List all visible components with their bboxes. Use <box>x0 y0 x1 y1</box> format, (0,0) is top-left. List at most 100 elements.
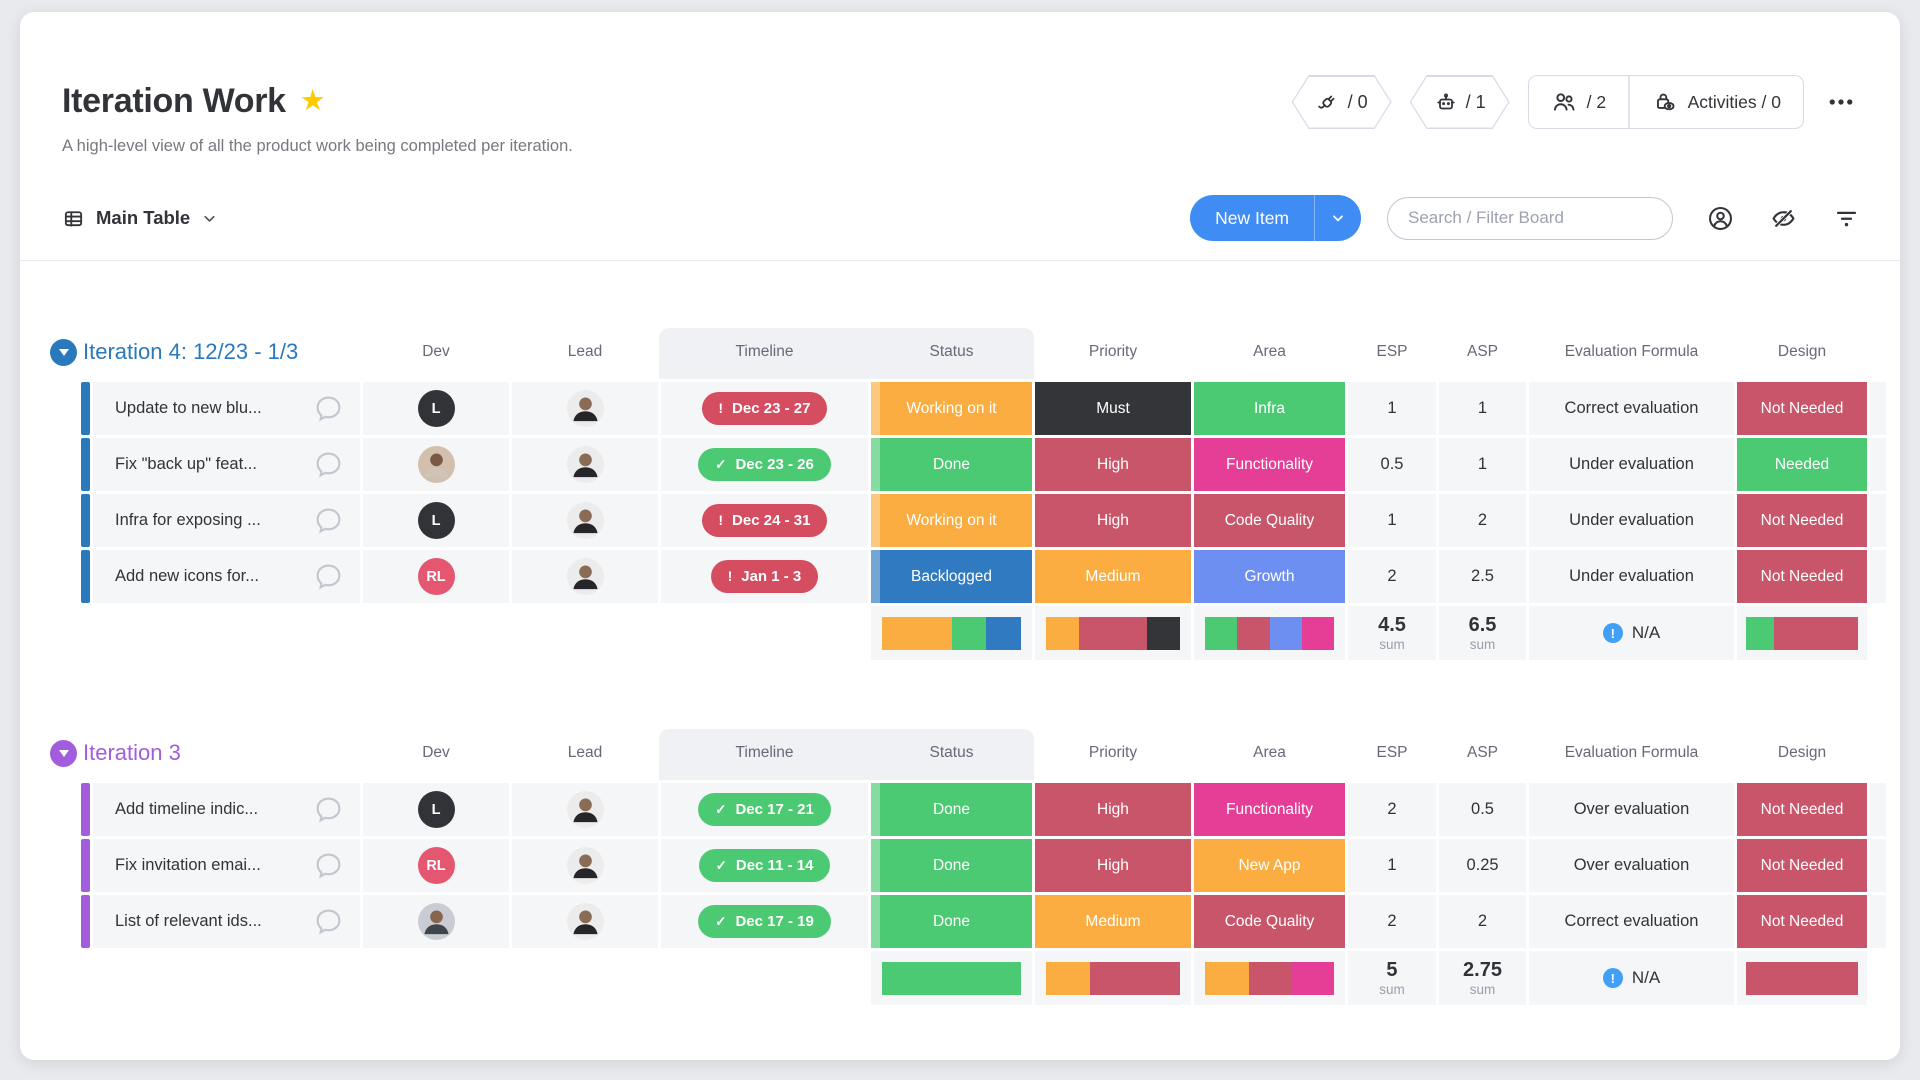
esp-cell[interactable]: 0.5 <box>1348 438 1436 491</box>
priority-cell[interactable]: Medium <box>1035 550 1191 603</box>
asp-cell[interactable]: 2.5 <box>1439 550 1526 603</box>
timeline-cell[interactable]: ✓ Dec 23 - 26 <box>661 438 868 491</box>
person-filter-icon[interactable] <box>1707 205 1734 232</box>
lead-avatar[interactable] <box>566 903 604 940</box>
column-header-design[interactable]: Design <box>1777 744 1827 761</box>
dev-avatar[interactable]: RL <box>417 847 455 884</box>
timeline-pill[interactable]: ✓ Dec 11 - 14 <box>698 849 831 882</box>
timeline-cell[interactable]: ✓ Dec 11 - 14 <box>661 839 868 892</box>
item-name-cell[interactable]: Add new icons for... <box>93 550 360 603</box>
dev-avatar[interactable]: L <box>417 502 455 539</box>
asp-cell[interactable]: 2 <box>1439 494 1526 547</box>
design-cell[interactable]: Not Needed <box>1737 494 1867 547</box>
board-menu-button[interactable] <box>1822 83 1860 121</box>
column-header-asp[interactable]: ASP <box>1466 343 1498 360</box>
lead-avatar[interactable] <box>566 502 604 539</box>
info-icon[interactable]: ! <box>1602 623 1623 643</box>
dev-avatar[interactable] <box>417 446 455 483</box>
lead-avatar[interactable] <box>566 390 604 427</box>
info-icon[interactable]: ! <box>1602 968 1623 988</box>
priority-bar-distribution[interactable] <box>1045 961 1181 995</box>
priority-cell[interactable]: High <box>1035 783 1191 836</box>
status-cell[interactable]: Done <box>871 839 1032 892</box>
column-header-area[interactable]: Area <box>1253 744 1286 761</box>
priority-cell[interactable]: High <box>1035 839 1191 892</box>
lead-cell[interactable] <box>512 839 658 892</box>
item-name-cell[interactable]: List of relevant ids... <box>93 895 360 948</box>
design-distribution[interactable] <box>1746 616 1858 650</box>
item-name-cell[interactable]: Fix invitation emai... <box>93 839 360 892</box>
area-cell[interactable]: New App <box>1194 839 1345 892</box>
group-collapse-button[interactable] <box>50 739 77 767</box>
timeline-cell[interactable]: ! Dec 23 - 27 <box>661 382 868 435</box>
timeline-pill[interactable]: ✓ Dec 17 - 21 <box>698 793 831 826</box>
timeline-pill[interactable]: ! Jan 1 - 3 <box>710 560 819 593</box>
dev-cell[interactable]: RL <box>363 550 509 603</box>
dev-cell[interactable] <box>363 895 509 948</box>
column-header-evaluation-formula[interactable]: Evaluation Formula <box>1564 744 1699 761</box>
item-name-cell[interactable]: Update to new blu... <box>93 382 360 435</box>
design-cell[interactable]: Not Needed <box>1737 783 1867 836</box>
dev-avatar[interactable]: L <box>417 791 455 828</box>
design-cell[interactable]: Not Needed <box>1737 382 1867 435</box>
area-cell[interactable]: Infra <box>1194 382 1345 435</box>
esp-cell[interactable]: 1 <box>1348 382 1436 435</box>
lead-cell[interactable] <box>512 783 658 836</box>
asp-cell[interactable]: 1 <box>1439 438 1526 491</box>
favorite-star-icon[interactable]: ★ <box>299 85 326 117</box>
add-update-bubble-icon[interactable] <box>313 393 344 424</box>
timeline-pill[interactable]: ✓ Dec 23 - 26 <box>698 448 831 481</box>
dev-cell[interactable]: RL <box>363 839 509 892</box>
new-item-button[interactable]: New Item <box>1190 195 1361 241</box>
timeline-pill[interactable]: ✓ Dec 17 - 19 <box>698 905 831 938</box>
members-button[interactable]: / 2 <box>1529 76 1628 128</box>
integrations-button[interactable]: / 0 <box>1292 75 1392 129</box>
group-title[interactable]: Iteration 3 <box>83 740 181 765</box>
status-cell[interactable]: Backlogged <box>871 550 1032 603</box>
status-bar-distribution[interactable] <box>882 961 1021 995</box>
column-header-priority[interactable]: Priority <box>1088 343 1138 360</box>
new-item-dropdown[interactable] <box>1315 210 1361 226</box>
column-header-dev[interactable]: Dev <box>422 343 450 360</box>
area-bar-distribution[interactable] <box>1204 961 1335 995</box>
column-header-lead[interactable]: Lead <box>567 744 603 761</box>
lead-cell[interactable] <box>512 438 658 491</box>
area-cell[interactable]: Functionality <box>1194 783 1345 836</box>
timeline-pill[interactable]: ! Dec 24 - 31 <box>701 504 828 537</box>
asp-cell[interactable]: 1 <box>1439 382 1526 435</box>
eye-off-icon[interactable] <box>1770 205 1797 232</box>
lead-cell[interactable] <box>512 550 658 603</box>
lead-cell[interactable] <box>512 895 658 948</box>
add-update-bubble-icon[interactable] <box>313 794 344 825</box>
priority-bar-distribution[interactable] <box>1045 616 1181 650</box>
design-distribution[interactable] <box>1746 961 1858 995</box>
esp-cell[interactable]: 2 <box>1348 895 1436 948</box>
lead-cell[interactable] <box>512 382 658 435</box>
lead-cell[interactable] <box>512 494 658 547</box>
timeline-cell[interactable]: ✓ Dec 17 - 21 <box>661 783 868 836</box>
asp-cell[interactable]: 2 <box>1439 895 1526 948</box>
esp-cell[interactable]: 1 <box>1348 839 1436 892</box>
lead-avatar[interactable] <box>566 847 604 884</box>
status-cell[interactable]: Done <box>871 895 1032 948</box>
priority-cell[interactable]: Must <box>1035 382 1191 435</box>
status-cell[interactable]: Working on it <box>871 382 1032 435</box>
timeline-pill[interactable]: ! Dec 23 - 27 <box>701 392 828 425</box>
column-header-status[interactable]: Status <box>929 343 974 360</box>
lead-avatar[interactable] <box>566 791 604 828</box>
item-name-cell[interactable]: Add timeline indic... <box>93 783 360 836</box>
activities-button[interactable]: Activities / 0 <box>1630 76 1803 128</box>
page-title[interactable]: Iteration Work <box>62 82 286 120</box>
filter-icon[interactable] <box>1833 205 1860 232</box>
add-update-bubble-icon[interactable] <box>313 906 344 937</box>
column-header-timeline[interactable]: Timeline <box>735 343 794 360</box>
status-cell[interactable]: Working on it <box>871 494 1032 547</box>
design-cell[interactable]: Not Needed <box>1737 550 1867 603</box>
dev-avatar[interactable]: RL <box>417 558 455 595</box>
design-cell[interactable]: Not Needed <box>1737 895 1867 948</box>
column-header-asp[interactable]: ASP <box>1466 744 1498 761</box>
dev-cell[interactable]: L <box>363 382 509 435</box>
column-header-status[interactable]: Status <box>929 744 974 761</box>
asp-cell[interactable]: 0.5 <box>1439 783 1526 836</box>
status-bar-distribution[interactable] <box>882 616 1021 650</box>
